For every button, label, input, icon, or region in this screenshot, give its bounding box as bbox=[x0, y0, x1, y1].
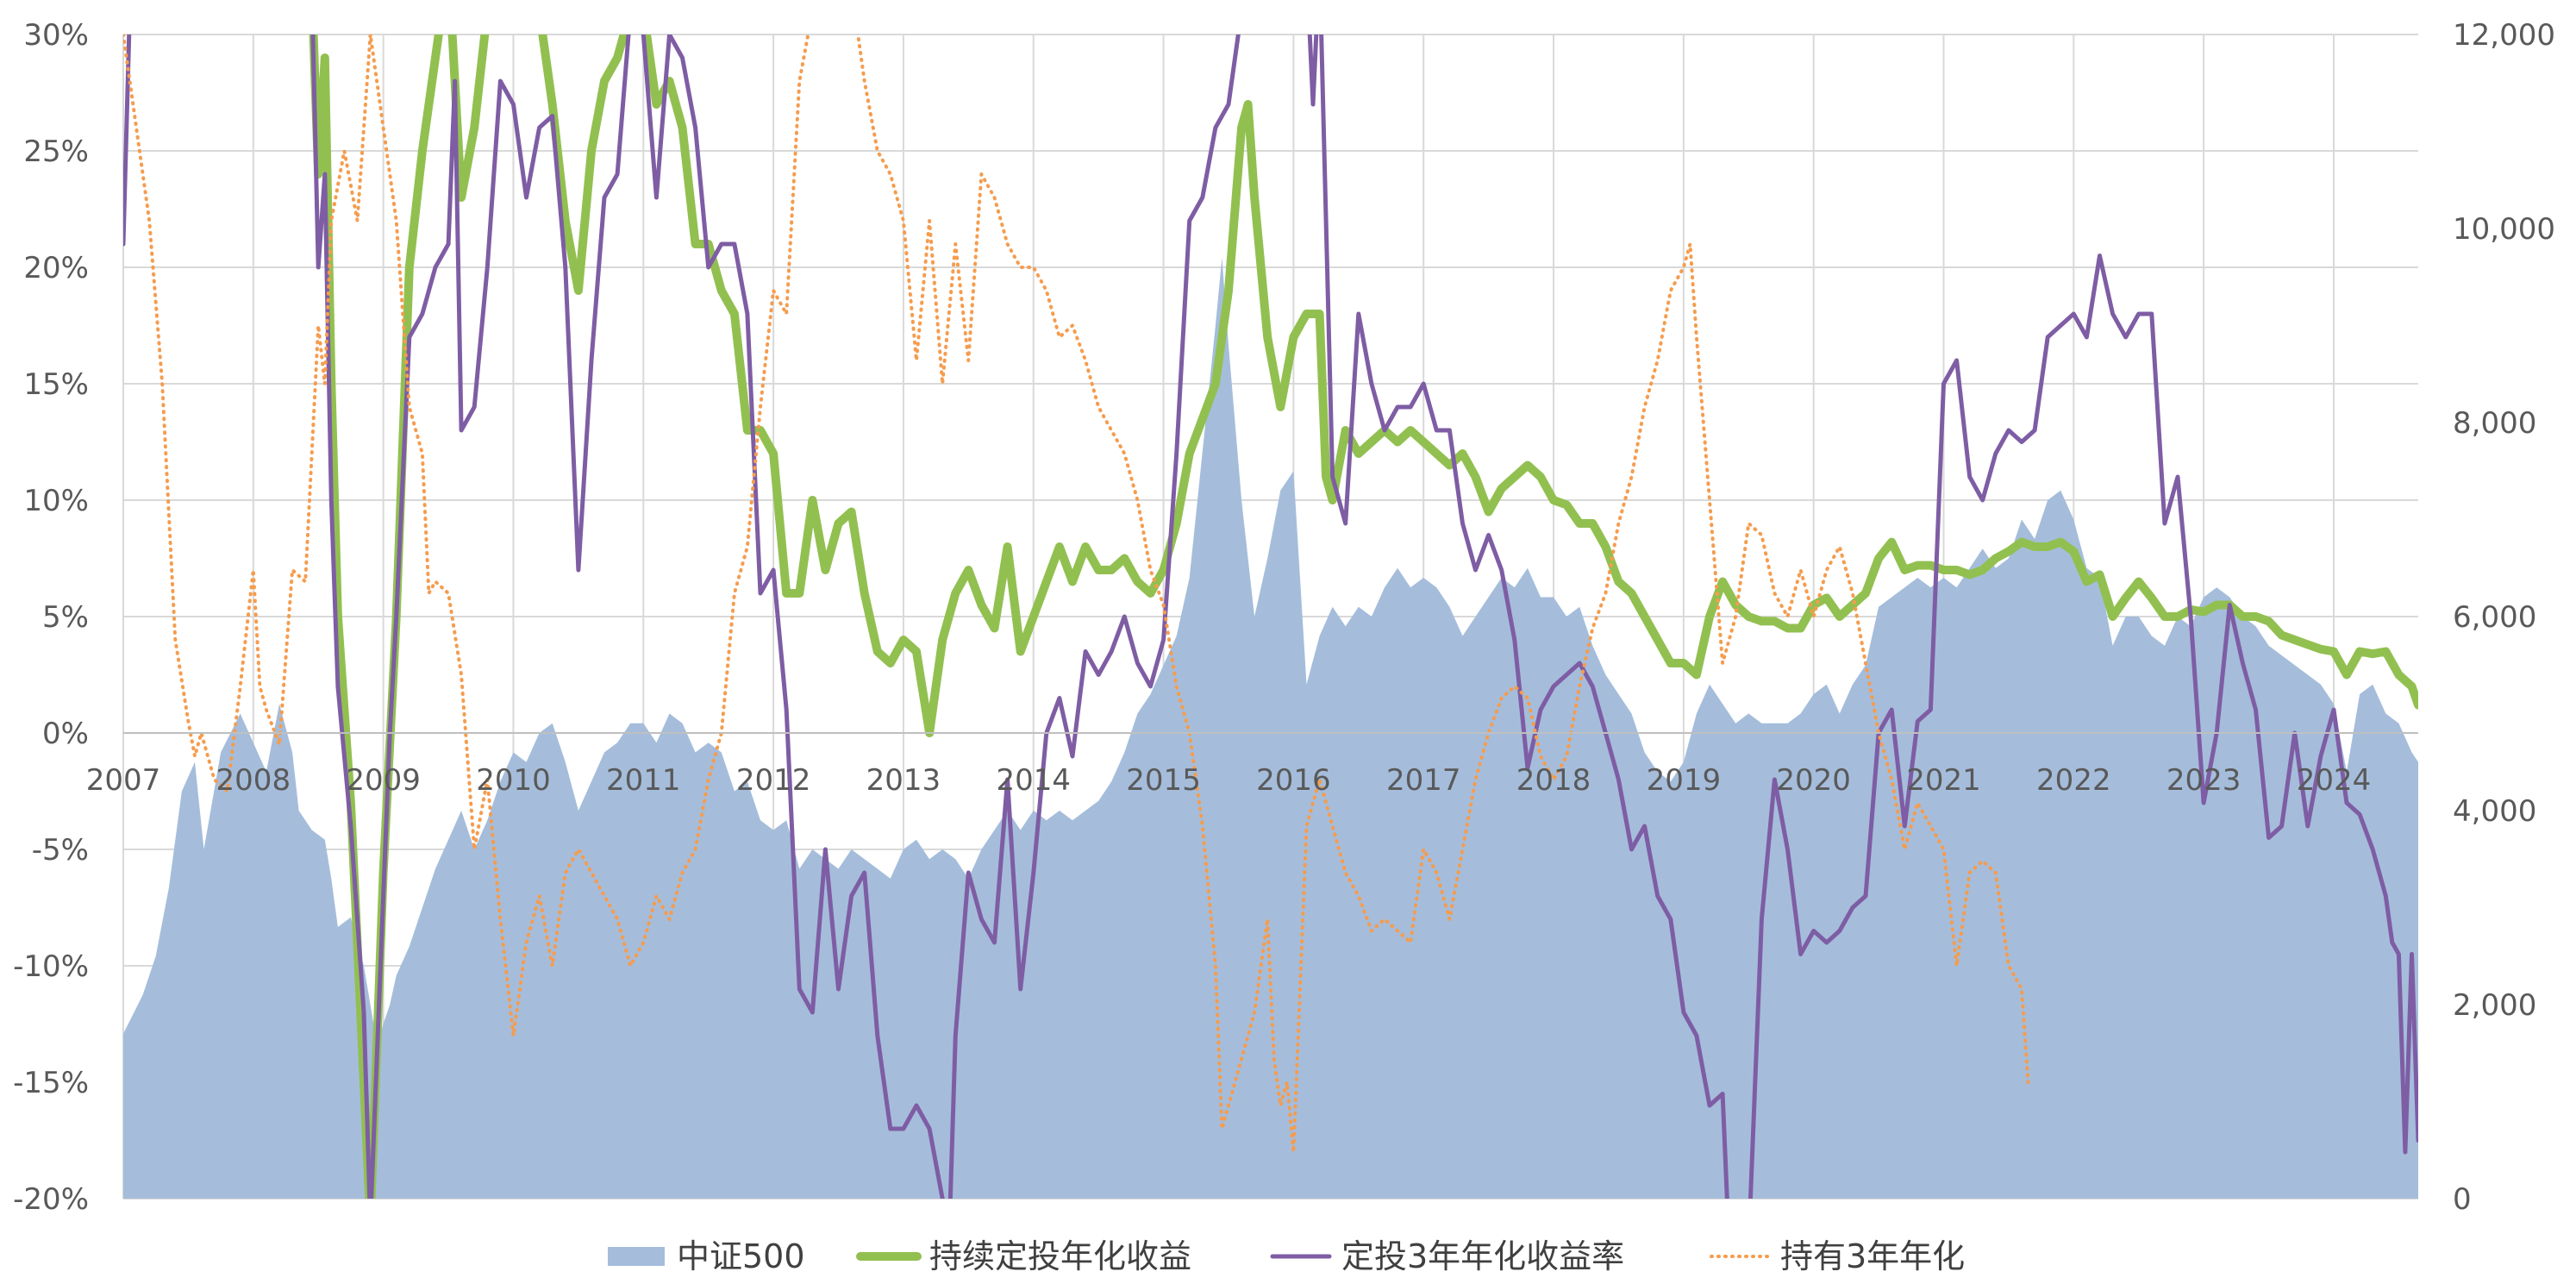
y-left-tick-label: -15% bbox=[13, 1066, 89, 1100]
y-right-tick-label: 12,000 bbox=[2453, 18, 2555, 53]
series-area-csi500 bbox=[123, 257, 2418, 1199]
x-tick-label: 2023 bbox=[2166, 763, 2241, 798]
x-tick-label: 2019 bbox=[1647, 763, 1722, 798]
y-left-tick-label: 25% bbox=[23, 135, 89, 169]
y-left-tick-label: -5% bbox=[32, 833, 89, 867]
legend-label-dca_3y: 定投3年年化收益率 bbox=[1341, 1237, 1624, 1275]
x-tick-label: 2010 bbox=[476, 763, 551, 798]
y-left-tick-label: 5% bbox=[42, 600, 89, 635]
y-left-tick-label: 30% bbox=[23, 18, 89, 53]
y-left-tick-label: 15% bbox=[23, 367, 89, 402]
series-line-hold_3y bbox=[123, 34, 2030, 1154]
line-series bbox=[123, 34, 2418, 1199]
axes: -20% -15% -10% -5% 0% 5% 10% 15% 20% 25% 30% 0 2,000… bbox=[13, 18, 2555, 1217]
x-tick-label: 2024 bbox=[2297, 763, 2372, 798]
x-tick-label: 2016 bbox=[1256, 763, 1331, 798]
x-tick-label: 2020 bbox=[1776, 763, 1851, 798]
legend-symbol-csi500 bbox=[608, 1247, 665, 1266]
x-tick-label: 2009 bbox=[346, 763, 421, 798]
legend: 中证500 持续定投年化收益 定投3年年化收益率 持有3年年化 bbox=[608, 1237, 1965, 1275]
y-left-tick-label: -20% bbox=[13, 1182, 89, 1217]
series-line-dca_3y bbox=[123, 34, 2418, 1199]
legend-label-hold_3y: 持有3年年化 bbox=[1780, 1237, 1965, 1275]
y-right-tick-label: 4,000 bbox=[2453, 794, 2536, 829]
x-tick-label: 2013 bbox=[866, 763, 941, 798]
x-tick-label: 2015 bbox=[1126, 763, 1201, 798]
x-tick-label: 2017 bbox=[1386, 763, 1461, 798]
x-tick-label: 2014 bbox=[996, 763, 1071, 798]
x-tick-label: 2018 bbox=[1516, 763, 1591, 798]
legend-label-dca_cum: 持续定投年化收益 bbox=[929, 1237, 1191, 1275]
x-tick-label: 2012 bbox=[736, 763, 811, 798]
y-right-tick-label: 8,000 bbox=[2453, 406, 2536, 441]
y-right-tick-label: 0 bbox=[2453, 1182, 2472, 1217]
x-tick-label: 2022 bbox=[2036, 763, 2111, 798]
legend-label-csi500: 中证500 bbox=[677, 1237, 805, 1275]
x-tick-label: 2021 bbox=[1906, 763, 1981, 798]
x-tick-label: 2007 bbox=[86, 763, 161, 798]
y-left-tick-label: 10% bbox=[23, 484, 89, 518]
y-right-tick-label: 6,000 bbox=[2453, 600, 2536, 635]
y-left-tick-label: -10% bbox=[13, 949, 89, 984]
x-tick-label: 2011 bbox=[606, 763, 681, 798]
y-left-tick-label: 0% bbox=[42, 717, 89, 751]
x-tick-label: 2008 bbox=[216, 763, 291, 798]
y-right-tick-label: 2,000 bbox=[2453, 988, 2536, 1023]
area-series bbox=[123, 257, 2418, 1199]
y-left-tick-label: 20% bbox=[23, 251, 89, 285]
y-right-tick-label: 10,000 bbox=[2453, 212, 2555, 247]
